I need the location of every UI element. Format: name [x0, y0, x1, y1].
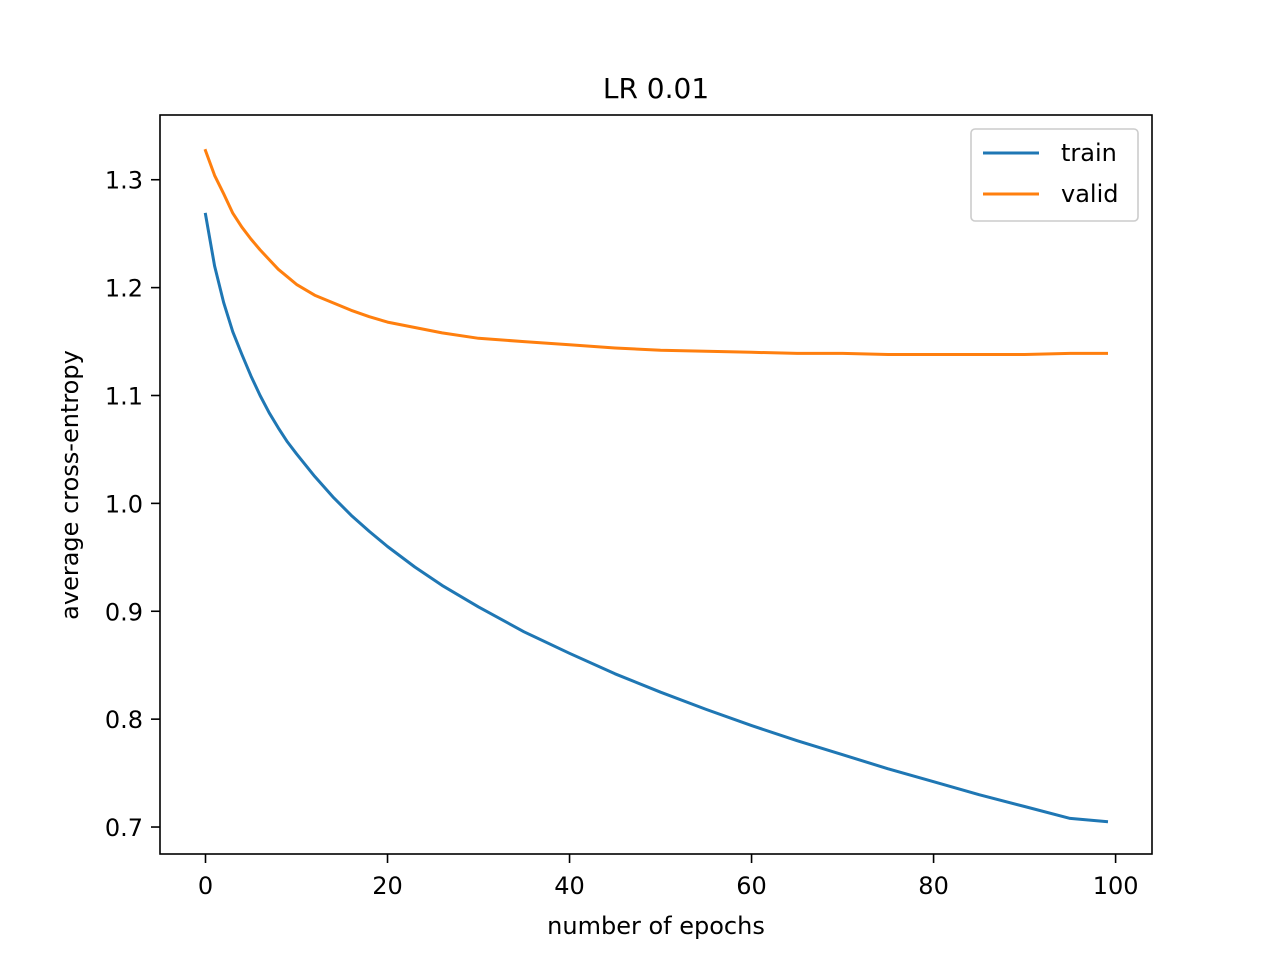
x-tick-label: 80: [918, 872, 949, 900]
y-tick-label: 1.1: [105, 382, 143, 410]
chart-title: LR 0.01: [603, 72, 709, 105]
plot-lines: [203, 148, 1109, 824]
y-tick-label: 0.8: [105, 706, 143, 734]
x-axis-ticks: 0 20 40 60 80 100: [198, 854, 1139, 900]
y-tick-label: 1.3: [105, 167, 143, 195]
x-axis-label: number of epochs: [547, 912, 765, 940]
y-tick-label: 1.2: [105, 275, 143, 303]
y-axis-label: average cross-entropy: [56, 350, 84, 620]
legend-valid-label: valid: [1061, 180, 1118, 208]
x-tick-label: 60: [736, 872, 767, 900]
y-tick-label: 1.0: [105, 490, 143, 518]
x-tick-label: 0: [198, 872, 213, 900]
x-tick-label: 20: [372, 872, 403, 900]
series-line-valid: [203, 148, 1108, 356]
x-tick-label: 40: [554, 872, 585, 900]
y-axis-ticks: 0.7 0.8 0.9 1.0 1.1 1.2 1.3: [105, 167, 160, 842]
y-tick-label: 0.9: [105, 598, 143, 626]
series-line-train: [203, 212, 1109, 824]
x-tick-label: 100: [1093, 872, 1139, 900]
y-tick-label: 0.7: [105, 814, 143, 842]
legend: train valid: [970, 128, 1139, 222]
legend-train-label: train: [1061, 139, 1117, 167]
plot-frame: [159, 114, 1153, 855]
